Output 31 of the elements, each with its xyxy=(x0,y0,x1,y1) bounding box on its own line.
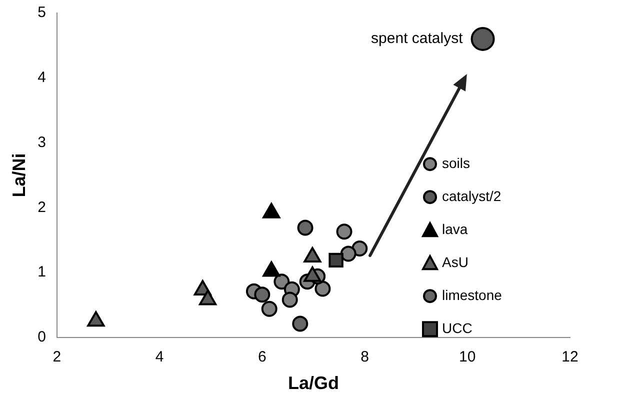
point xyxy=(314,280,331,297)
y-tick-label: 0 xyxy=(38,328,46,346)
legend-label: lava xyxy=(442,220,468,237)
y-tick-label: 5 xyxy=(38,4,46,22)
x-tick-label: 4 xyxy=(155,348,164,366)
legend-label: catalyst/2 xyxy=(442,188,502,204)
point xyxy=(336,224,352,240)
y-tick-label: 3 xyxy=(38,134,46,151)
point xyxy=(282,292,298,308)
legend-label: UCC xyxy=(442,320,472,336)
point xyxy=(292,316,308,332)
annotation: spent catalyst xyxy=(371,30,464,48)
x-tick-label: 10 xyxy=(459,348,476,366)
x-tick-label: 8 xyxy=(360,348,369,366)
x-tick-label: 2 xyxy=(52,348,62,366)
point xyxy=(340,246,356,262)
legend-label: AsU xyxy=(442,254,468,270)
point xyxy=(261,300,278,317)
y-tick-label: 1 xyxy=(38,264,46,281)
legend-label: soils xyxy=(442,154,470,171)
x-tick-label: 6 xyxy=(258,348,266,366)
x-axis-title: La/Gd xyxy=(288,373,339,394)
y-tick-label: 4 xyxy=(38,69,46,86)
legend-label: limestone xyxy=(442,286,502,303)
y-tick-label: 2 xyxy=(38,198,46,216)
point xyxy=(328,252,344,268)
point xyxy=(254,286,270,303)
y-axis-title: La/Ni xyxy=(8,153,29,198)
x-tick-label: 12 xyxy=(562,348,578,366)
point xyxy=(297,220,314,236)
point xyxy=(470,26,495,51)
